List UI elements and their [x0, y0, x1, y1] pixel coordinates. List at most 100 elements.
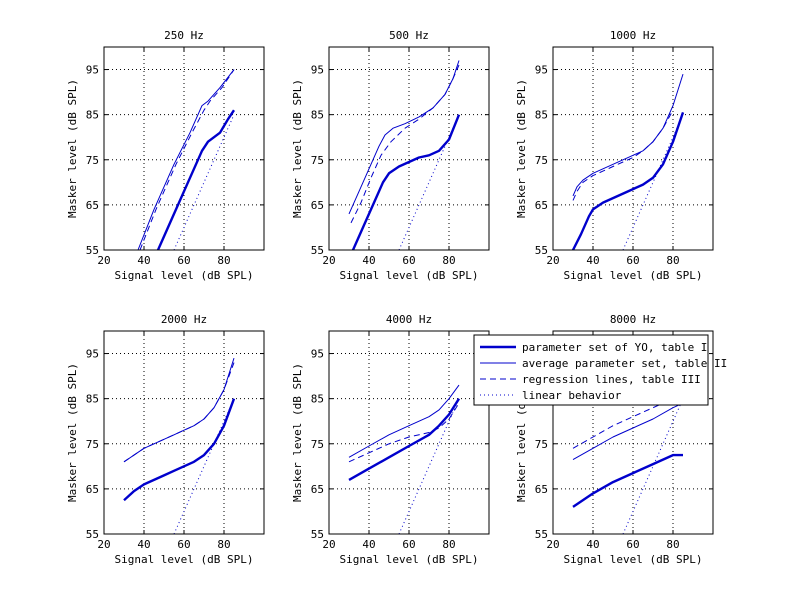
- y-tick-label: 95: [86, 348, 99, 361]
- series-group: [348, 60, 461, 250]
- y-tick-label: 85: [535, 109, 548, 122]
- legend-label: regression lines, table III: [522, 373, 701, 386]
- panel-title: 250 Hz: [164, 29, 204, 42]
- y-tick-label: 85: [311, 109, 324, 122]
- x-tick-label: 40: [586, 254, 599, 267]
- y-tick-label: 95: [86, 64, 99, 77]
- panel-title: 2000 Hz: [161, 313, 207, 326]
- y-tick-label: 95: [311, 348, 324, 361]
- x-tick-label: 60: [177, 538, 190, 551]
- series-line-dotted: [398, 398, 460, 534]
- y-tick-label: 65: [311, 199, 324, 212]
- series-group: [123, 357, 236, 534]
- legend-label: linear behavior: [522, 389, 622, 402]
- y-tick-label: 75: [311, 154, 324, 167]
- x-tick-label: 80: [666, 254, 679, 267]
- series-group: [348, 384, 461, 534]
- x-tick-label: 60: [402, 538, 415, 551]
- y-tick-label: 85: [86, 109, 99, 122]
- x-tick-label: 60: [402, 254, 415, 267]
- legend: parameter set of YO, table I average para…: [473, 334, 727, 406]
- plot-area: [329, 331, 489, 534]
- x-tick-label: 80: [442, 254, 455, 267]
- y-tick-label: 85: [311, 393, 324, 406]
- y-tick-label: 65: [535, 483, 548, 496]
- x-tick-label: 80: [666, 538, 679, 551]
- series-line-dashed: [139, 69, 235, 250]
- y-tick-label: 75: [86, 154, 99, 167]
- x-tick-label: 80: [217, 538, 230, 551]
- panel-4000-hz: 20 40 60 80 55 65 75 85 95 4000 Hz Signal level (d…: [291, 313, 490, 566]
- series-line-thick: [572, 453, 683, 508]
- series-line-dotted: [622, 114, 684, 250]
- legend-label: parameter set of YO, table I: [522, 341, 707, 354]
- panel-title: 1000 Hz: [610, 29, 656, 42]
- y-tick-label: 75: [535, 438, 548, 451]
- y-tick-label: 75: [86, 438, 99, 451]
- y-tick-label: 65: [535, 199, 548, 212]
- y-tick-label: 95: [535, 64, 548, 77]
- series-line-thick: [351, 114, 461, 250]
- series-line-thick: [348, 398, 461, 481]
- panel-title: 8000 Hz: [610, 313, 656, 326]
- y-axis-label: Masker level (dB SPL): [66, 79, 79, 218]
- panel-title: 500 Hz: [389, 29, 429, 42]
- series-line-dashed: [123, 362, 235, 463]
- plot-area: [329, 47, 489, 250]
- x-tick-label: 80: [217, 254, 230, 267]
- y-tick-label: 95: [311, 64, 324, 77]
- x-tick-label: 40: [586, 538, 599, 551]
- series-line-thick: [571, 112, 685, 250]
- x-tick-label: 40: [137, 538, 150, 551]
- series-line-thin: [348, 384, 460, 458]
- x-axis-label: Signal level (dB SPL): [339, 269, 478, 282]
- series-line-thin: [572, 73, 684, 197]
- series-line-dotted: [622, 398, 684, 534]
- series-line-dotted: [398, 114, 460, 250]
- plot-area: [553, 47, 713, 250]
- series-group: [571, 73, 685, 250]
- series-line-thick: [123, 398, 236, 502]
- x-axis-label: Signal level (dB SPL): [114, 269, 253, 282]
- x-tick-label: 60: [626, 538, 639, 551]
- x-axis-label: Signal level (dB SPL): [563, 553, 702, 566]
- x-tick-label: 20: [546, 538, 559, 551]
- series-line-dotted: [173, 114, 235, 250]
- y-tick-label: 55: [311, 244, 324, 257]
- series-line-dashed: [350, 64, 460, 224]
- x-axis-label: Signal level (dB SPL): [114, 553, 253, 566]
- panel-500-hz: 20 40 60 80 55 65 75 85 95 500 Hz Signal level (dB…: [291, 29, 490, 282]
- y-tick-label: 55: [311, 528, 324, 541]
- y-tick-label: 55: [86, 244, 99, 257]
- y-axis-label: Masker level (dB SPL): [515, 79, 528, 218]
- y-tick-label: 75: [535, 154, 548, 167]
- x-tick-label: 20: [97, 254, 110, 267]
- x-tick-label: 20: [546, 254, 559, 267]
- y-axis-label: Masker level (dB SPL): [291, 79, 304, 218]
- series-line-dashed: [348, 402, 460, 463]
- series-line-dotted: [173, 398, 235, 534]
- x-axis-label: Signal level (dB SPL): [339, 553, 478, 566]
- y-tick-label: 65: [311, 483, 324, 496]
- y-axis-label: Masker level (dB SPL): [291, 363, 304, 502]
- x-tick-label: 60: [177, 254, 190, 267]
- y-tick-label: 55: [535, 244, 548, 257]
- panel-2000-hz: 20 40 60 80 55 65 75 85 95 2000 Hz Signal level (d…: [66, 313, 265, 566]
- panel-1000-hz: 20 40 60 80 55 65 75 85 95 1000 Hz Signal level (d…: [515, 29, 714, 282]
- series-line-thin: [137, 69, 235, 250]
- x-tick-label: 40: [362, 538, 375, 551]
- series-line-thin: [572, 402, 684, 461]
- x-tick-label: 80: [442, 538, 455, 551]
- x-tick-label: 60: [626, 254, 639, 267]
- x-tick-label: 20: [322, 254, 335, 267]
- x-tick-label: 40: [137, 254, 150, 267]
- panel-title: 4000 Hz: [386, 313, 432, 326]
- series-group: [137, 69, 235, 250]
- y-tick-label: 65: [86, 483, 99, 496]
- panel-250-hz: 20 40 60 80 55 65 75 85 95 250 Hz Signal level (dB…: [66, 29, 265, 282]
- y-tick-label: 55: [86, 528, 99, 541]
- series-line-dashed: [572, 109, 674, 201]
- y-axis-label: Masker level (dB SPL): [66, 363, 79, 502]
- y-tick-label: 55: [535, 528, 548, 541]
